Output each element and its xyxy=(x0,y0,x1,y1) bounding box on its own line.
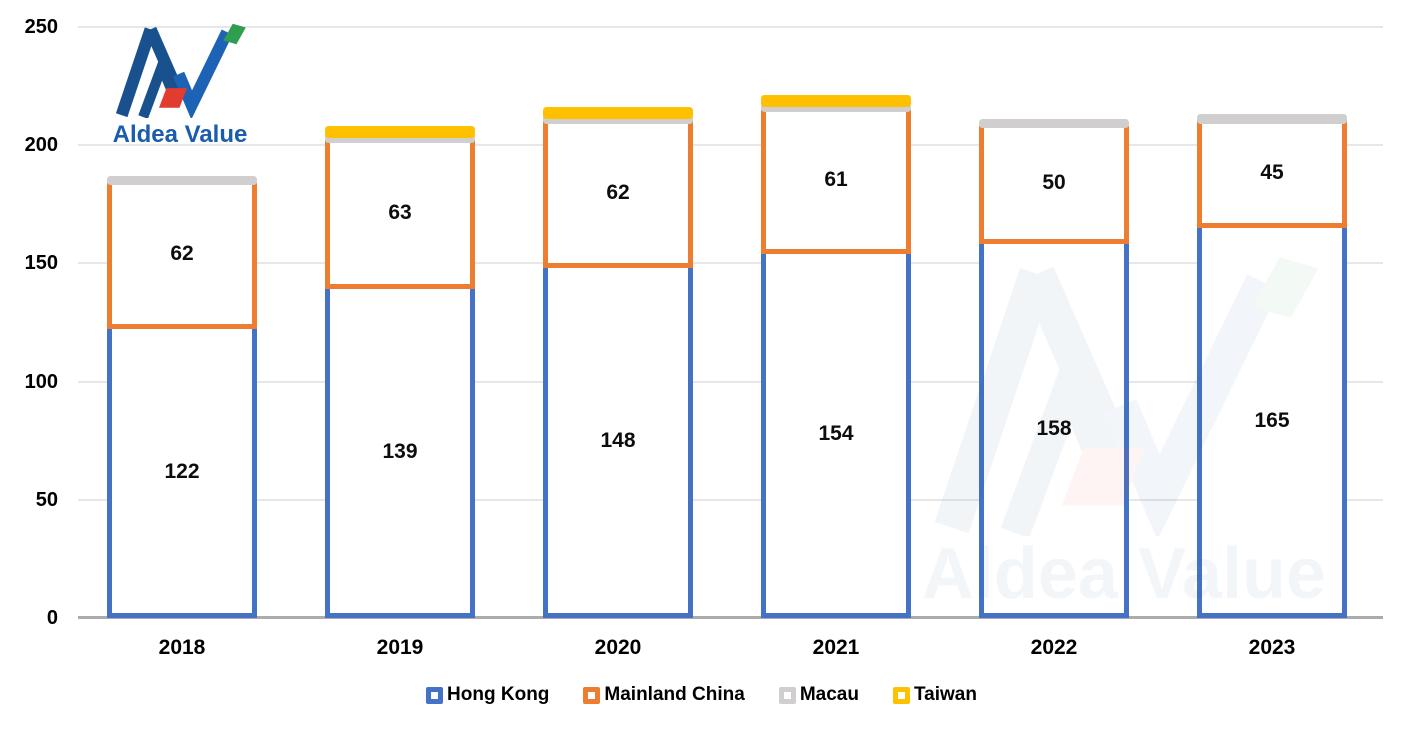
x-axis-tick-2020: 2020 xyxy=(594,636,642,659)
y-axis-tick-100: 100 xyxy=(24,370,58,393)
legend-item-mainland-china: Mainland China xyxy=(583,684,745,706)
bar-segment-macau-2023 xyxy=(1197,114,1347,124)
bar-segment-macau-2020 xyxy=(543,114,693,124)
bar-segment-taiwan-2021 xyxy=(761,95,911,108)
x-axis-line xyxy=(78,616,1383,619)
legend-marker-taiwan xyxy=(892,686,910,704)
bar-segment-hong-kong-2020 xyxy=(543,267,693,618)
x-axis-tick-2022: 2022 xyxy=(1030,636,1078,659)
bar-value-label-mainland-china-2018: 62 xyxy=(170,242,194,266)
legend-marker-hong-kong xyxy=(426,686,444,704)
bar-segment-macau-2022 xyxy=(979,119,1129,129)
bar-segment-taiwan-2020 xyxy=(543,107,693,119)
gridline-200 xyxy=(78,144,1383,146)
bar-value-label-hong-kong-2020: 148 xyxy=(600,428,636,452)
x-axis-tick-2019: 2019 xyxy=(376,636,424,659)
legend-label-mainland-china: Mainland China xyxy=(604,684,745,705)
brand-logo-text: Aldea Value xyxy=(112,121,248,148)
x-axis-tick-2021: 2021 xyxy=(812,636,860,659)
bar-segment-mainland-china-2019 xyxy=(325,140,475,290)
bar-value-label-hong-kong-2019: 139 xyxy=(382,439,418,463)
gridline-150 xyxy=(78,262,1383,265)
bar-value-label-mainland-china-2023: 45 xyxy=(1260,160,1284,184)
bar-segment-hong-kong-2021 xyxy=(761,253,911,618)
legend-item-taiwan: Taiwan xyxy=(892,684,977,706)
bar-value-label-mainland-china-2022: 50 xyxy=(1042,171,1066,195)
bar-value-label-hong-kong-2022: 158 xyxy=(1036,417,1072,441)
gridline-250 xyxy=(78,25,1383,28)
y-axis-tick-0: 0 xyxy=(46,607,58,629)
y-axis-tick-150: 150 xyxy=(24,252,58,275)
bar-segment-hong-kong-2018 xyxy=(107,329,257,618)
bar-value-label-hong-kong-2018: 122 xyxy=(164,459,200,483)
bar-value-label-hong-kong-2023: 165 xyxy=(1254,408,1290,432)
legend-item-macau: Macau xyxy=(778,684,859,706)
legend-marker-macau xyxy=(778,686,796,704)
brand-logo: Aldea Value xyxy=(112,20,248,149)
bar-value-label-mainland-china-2019: 63 xyxy=(388,200,412,224)
bar-value-label-hong-kong-2021: 154 xyxy=(818,421,854,445)
bar-segment-mainland-china-2018 xyxy=(107,182,257,330)
bar-segment-hong-kong-2019 xyxy=(325,289,475,618)
bar-segment-taiwan-2019 xyxy=(325,126,475,138)
bar-segment-macau-2021 xyxy=(761,102,911,112)
bar-segment-macau-2018 xyxy=(107,175,257,186)
gridline-100 xyxy=(78,380,1383,383)
y-axis-tick-250: 250 xyxy=(24,15,58,38)
x-axis-tick-2023: 2023 xyxy=(1248,636,1296,659)
bar-value-label-mainland-china-2020: 62 xyxy=(606,180,630,204)
bar-segment-mainland-china-2021 xyxy=(761,109,911,254)
bar-segment-macau-2019 xyxy=(325,133,475,143)
bar-value-label-mainland-china-2021: 61 xyxy=(824,167,848,191)
legend-label-taiwan: Taiwan xyxy=(913,684,977,705)
legend-label-macau: Macau xyxy=(799,684,859,705)
bar-segment-mainland-china-2023 xyxy=(1197,121,1347,228)
y-axis-tick-50: 50 xyxy=(35,488,58,511)
legend-item-hong-kong: Hong Kong xyxy=(426,684,549,706)
y-axis-tick-200: 200 xyxy=(24,134,58,156)
legend-marker-mainland-china xyxy=(583,686,601,704)
bar-segment-mainland-china-2020 xyxy=(543,121,693,268)
legend-label-hong-kong: Hong Kong xyxy=(447,684,550,705)
x-axis-tick-2018: 2018 xyxy=(158,636,206,659)
gridline-50 xyxy=(78,498,1383,501)
brand-logo-mark-icon xyxy=(112,20,248,118)
chart-legend: Hong Kong Mainland China Macau Taiwan xyxy=(0,684,1403,706)
